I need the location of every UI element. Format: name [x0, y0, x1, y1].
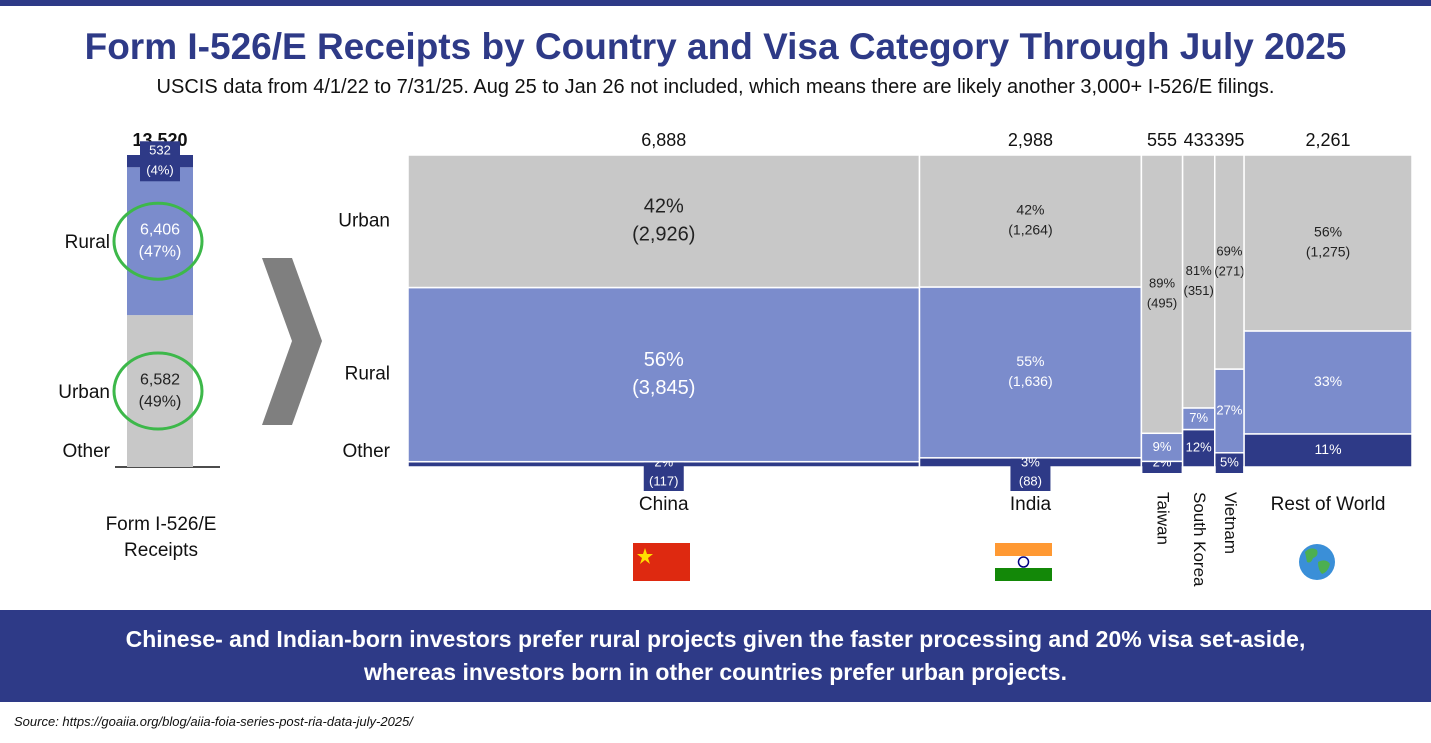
percent-label: 56%	[1314, 224, 1342, 240]
bar-segment	[127, 167, 193, 316]
value-label: (1,275)	[1306, 244, 1350, 260]
percent-label: 42%	[644, 196, 684, 218]
bar-segment	[127, 315, 193, 467]
column-total: 2,988	[1008, 130, 1053, 150]
column-total: 555	[1147, 130, 1177, 150]
source: Source: https://goaiia.org/blog/aiia-foi…	[14, 714, 413, 729]
column-total: 6,888	[641, 130, 686, 150]
value-label: (1,636)	[1008, 373, 1052, 389]
category-label: South Korea	[1190, 492, 1209, 587]
top-bar	[0, 0, 1431, 6]
category-label: Vietnam	[1221, 492, 1240, 554]
percent-label: 55%	[1016, 353, 1044, 369]
value-label: (495)	[1147, 296, 1177, 311]
segment	[1243, 154, 1413, 332]
left-chart-title: Form I-526/E Receipts	[105, 514, 217, 561]
segment	[1140, 432, 1184, 463]
banner-text: Chinese- and Indian-born investors prefe…	[125, 625, 1306, 685]
value-label: (88)	[1019, 473, 1042, 488]
column-total: 2,261	[1306, 130, 1351, 150]
percent-label: (49%)	[139, 393, 182, 410]
highlight	[112, 201, 204, 281]
category-label: China	[639, 494, 689, 515]
percent-label: 12%	[1186, 440, 1212, 455]
segment	[918, 154, 1143, 288]
globe	[1299, 544, 1335, 580]
value-label: (117)	[649, 473, 678, 488]
percent-label: 81%	[1186, 263, 1212, 278]
percent-label: 56%	[644, 349, 684, 371]
flag-chakra	[1017, 556, 1030, 568]
label-box	[140, 141, 180, 182]
column-total: 433	[1184, 130, 1214, 150]
subtitle: USCIS data from 4/1/22 to 7/31/25. Aug 2…	[156, 76, 1275, 98]
percent-label: (4%)	[146, 163, 173, 178]
percent-label: 5%	[1220, 454, 1239, 469]
percent-label: 33%	[1314, 373, 1342, 389]
segment	[1214, 154, 1245, 370]
flag-india	[995, 568, 1052, 581]
row-label: Rural	[65, 232, 110, 253]
value-label: (2,926)	[632, 224, 695, 246]
row-label: Other	[342, 441, 390, 462]
title: Form I-526/E Receipts by Country and Vis…	[84, 26, 1347, 67]
category-label: Taiwan	[1154, 492, 1173, 545]
value-label: 6,406	[140, 221, 180, 238]
value-label: 532	[149, 143, 171, 158]
segment	[1140, 154, 1184, 435]
segment	[1214, 368, 1245, 454]
percent-label: 42%	[1016, 202, 1044, 218]
value-label: (1,264)	[1008, 222, 1052, 238]
value-label: 6,582	[140, 371, 180, 388]
value-label: (3,845)	[632, 377, 695, 399]
row-label: Urban	[338, 210, 390, 231]
column-total: 395	[1214, 130, 1244, 150]
highlight	[112, 351, 204, 431]
category-label: Rest of World	[1271, 494, 1386, 515]
row-label: Other	[62, 441, 110, 462]
percent-label: 69%	[1216, 243, 1242, 258]
row-label: Urban	[58, 382, 110, 403]
percent-label: 9%	[1153, 439, 1172, 454]
chart: 13,5206,582(49%)Urban6,406(47%)Rural532(…	[58, 130, 1413, 587]
segment	[918, 286, 1143, 459]
percent-label: 7%	[1189, 410, 1208, 425]
label-box	[1215, 453, 1244, 473]
label-box	[1010, 453, 1051, 491]
category-label: India	[1010, 494, 1052, 515]
percent-label: 89%	[1149, 276, 1175, 291]
flag-india	[995, 556, 1052, 568]
arrow	[262, 258, 322, 425]
globe-land	[1305, 548, 1330, 574]
percent-label: 11%	[1315, 441, 1342, 457]
value-label: (351)	[1184, 283, 1214, 298]
value-label: (271)	[1214, 263, 1244, 278]
segment	[1181, 154, 1216, 409]
row-label: Rural	[345, 364, 390, 385]
segment	[1243, 433, 1413, 468]
flag-star	[637, 548, 653, 564]
percent-label: (47%)	[139, 243, 182, 260]
segment	[407, 154, 921, 289]
flag-india	[995, 543, 1052, 556]
percent-label: 27%	[1216, 402, 1242, 417]
segment	[407, 286, 921, 463]
banner: Chinese- and Indian-born investors prefe…	[0, 610, 1431, 702]
